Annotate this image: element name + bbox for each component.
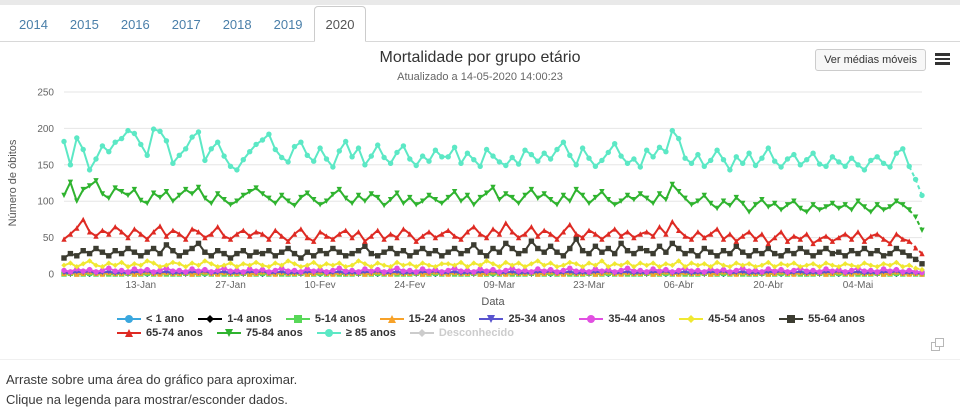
chart-plot-area[interactable]: 0 50 100 150 200 250 13-Jan 27-Jan 10-Fev 24-Fev 0… — [0, 85, 960, 313]
svg-text:04-Mai: 04-Mai — [843, 280, 874, 291]
svg-text:24-Fev: 24-Fev — [394, 280, 425, 291]
legend-item-11[interactable]: Desconhecido — [409, 327, 514, 339]
legend-item-10[interactable]: ≥ 85 anos — [316, 327, 396, 339]
legend-label: < 1 ano — [146, 313, 185, 325]
tab-2018[interactable]: 2018 — [222, 17, 252, 32]
svg-text:10-Fev: 10-Fev — [305, 280, 336, 291]
legend-item-6[interactable]: 45-54 anos — [678, 313, 765, 325]
svg-text:09-Mar: 09-Mar — [484, 280, 516, 291]
legend-marker-icon — [479, 315, 504, 323]
legend-label: ≥ 85 anos — [345, 327, 396, 339]
svg-text:06-Abr: 06-Abr — [664, 280, 695, 291]
chart-legend: < 1 ano 1-4 anos 5-14 anos 15-24 anos 25-34 … — [0, 313, 948, 341]
hint-legend-toggle: Clique na legenda para mostrar/esconder … — [6, 392, 288, 407]
legend-marker-icon — [316, 329, 341, 337]
tab-2020[interactable]: 2020 — [313, 6, 367, 42]
tab-2015[interactable]: 2015 — [69, 17, 99, 32]
svg-text:150: 150 — [37, 160, 54, 171]
svg-text:23-Mar: 23-Mar — [573, 280, 605, 291]
legend-item-9[interactable]: 75-84 anos — [216, 327, 303, 339]
svg-text:Data: Data — [481, 296, 505, 308]
legend-marker-icon — [198, 315, 223, 323]
chart-container: Mortalidade por grupo etário Atualizado … — [0, 42, 960, 360]
legend-label: 35-44 anos — [608, 313, 666, 325]
legend-marker-icon — [285, 315, 310, 323]
legend-item-0[interactable]: < 1 ano — [116, 313, 184, 325]
legend-item-1[interactable]: 1-4 anos — [197, 313, 272, 325]
tab-2017[interactable]: 2017 — [171, 17, 201, 32]
legend-marker-icon — [779, 315, 804, 323]
year-tabbar: 2014 2015 2016 2017 2018 2019 2020 — [0, 5, 960, 42]
svg-text:250: 250 — [37, 88, 54, 99]
top-strip — [0, 0, 960, 5]
legend-label: 45-54 anos — [708, 313, 766, 325]
legend-marker-icon — [409, 329, 434, 337]
legend-label: 5-14 anos — [314, 313, 366, 325]
legend-marker-icon — [379, 315, 404, 323]
moving-averages-button[interactable]: Ver médias móveis — [815, 49, 926, 71]
svg-text:20-Abr: 20-Abr — [753, 280, 784, 291]
copy-icon[interactable] — [931, 338, 946, 352]
legend-marker-icon — [679, 315, 704, 323]
legend-item-2[interactable]: 5-14 anos — [285, 313, 366, 325]
legend-marker-icon — [216, 329, 241, 337]
svg-text:200: 200 — [37, 124, 54, 135]
tab-2014[interactable]: 2014 — [19, 17, 48, 32]
svg-text:27-Jan: 27-Jan — [215, 280, 246, 291]
svg-text:50: 50 — [43, 233, 55, 244]
tab-2016[interactable]: 2016 — [120, 17, 150, 32]
legend-label: 1-4 anos — [227, 313, 272, 325]
legend-item-7[interactable]: 55-64 anos — [778, 313, 865, 325]
tab-2019[interactable]: 2019 — [273, 17, 303, 32]
legend-marker-icon — [579, 315, 604, 323]
chart-subtitle: Atualizado a 14-05-2020 14:00:23 — [397, 71, 563, 83]
legend-label: 55-64 anos — [808, 313, 865, 325]
legend-label: 25-34 anos — [508, 313, 566, 325]
legend-label: 75-84 anos — [245, 327, 303, 339]
chart-title: Mortalidade por grupo etário — [379, 49, 581, 66]
legend-item-4[interactable]: 25-34 anos — [478, 313, 565, 325]
hint-drag-to-zoom: Arraste sobre uma área do gráfico para a… — [6, 372, 298, 387]
legend-label: 15-24 anos — [408, 313, 466, 325]
legend-marker-icon — [117, 329, 141, 337]
legend-item-8[interactable]: 65-74 anos — [116, 327, 203, 339]
svg-text:13-Jan: 13-Jan — [126, 280, 157, 291]
legend-label: Desconhecido — [438, 327, 514, 339]
hamburger-menu-icon[interactable] — [935, 53, 950, 65]
legend-item-5[interactable]: 35-44 anos — [578, 313, 665, 325]
legend-label: 65-74 anos — [146, 327, 203, 339]
legend-item-3[interactable]: 15-24 anos — [379, 313, 466, 325]
svg-text:100: 100 — [37, 197, 54, 208]
svg-text:0: 0 — [48, 270, 54, 281]
legend-marker-icon — [117, 315, 141, 323]
svg-text:Número de óbitos: Número de óbitos — [7, 139, 19, 226]
